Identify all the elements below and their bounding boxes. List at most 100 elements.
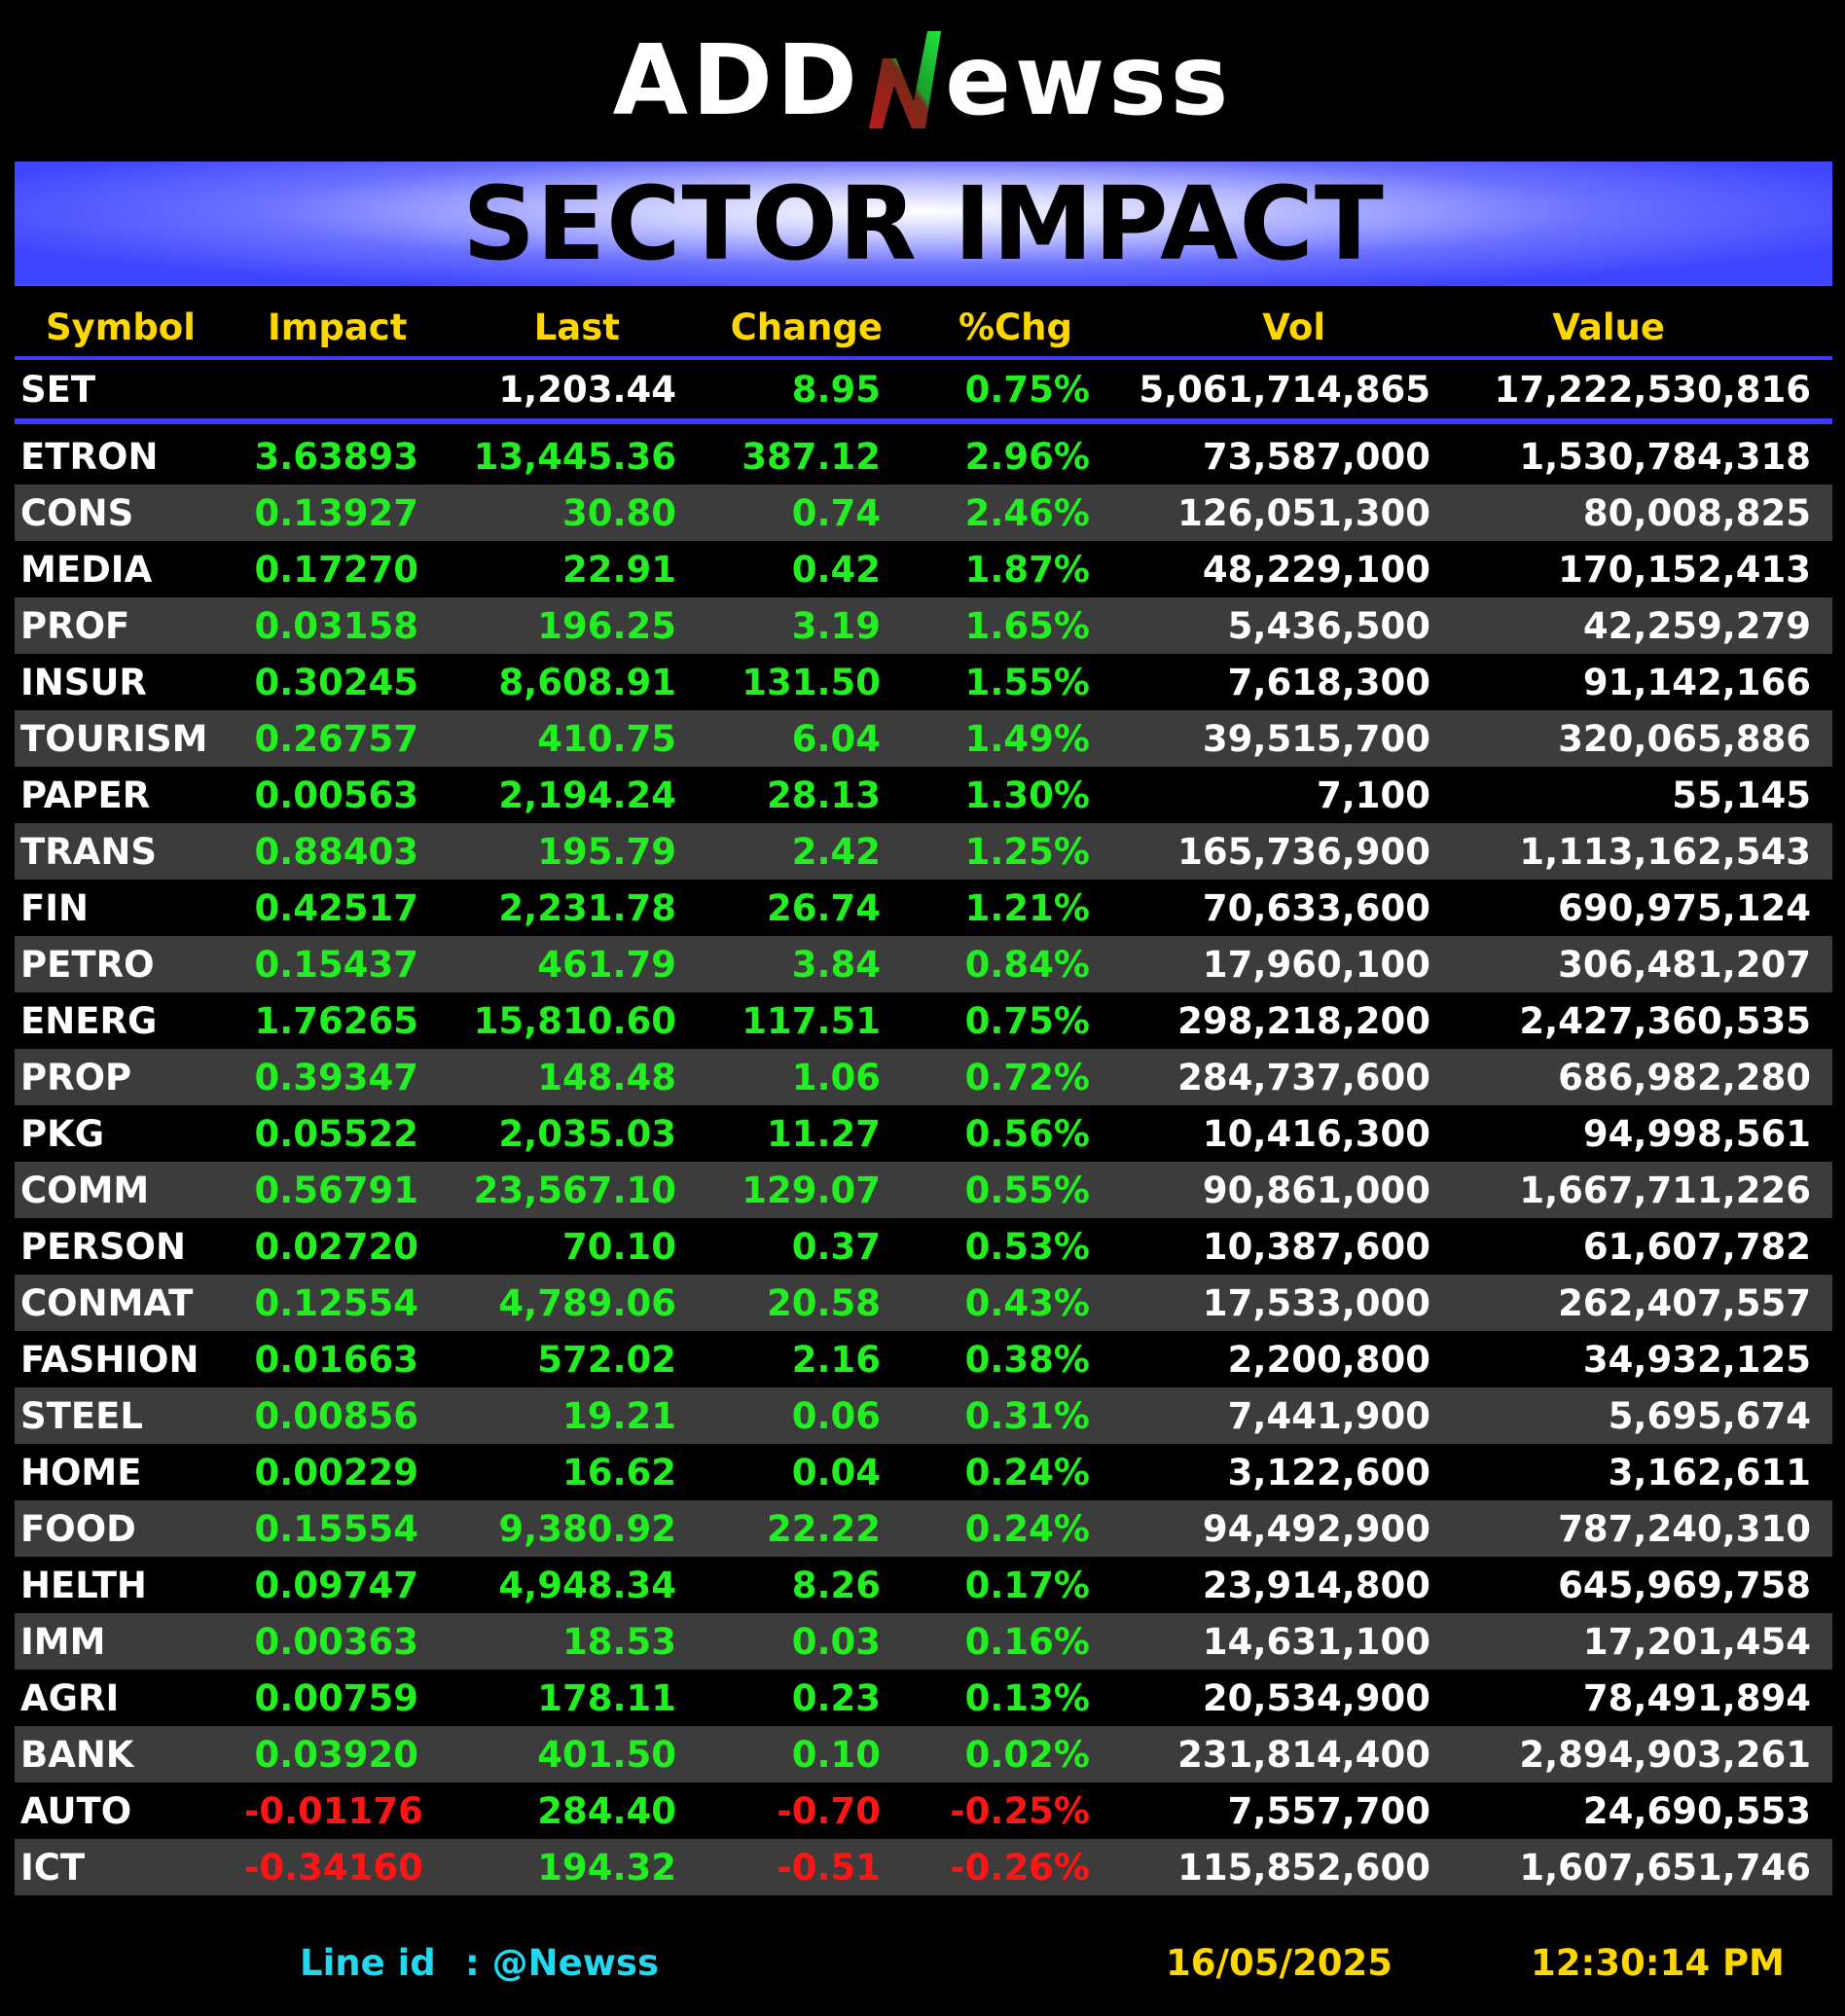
table-row: HELTH 0.09747 4,948.34 8.26 0.17% 23,914,800 6… (15, 1557, 1832, 1613)
cell-change: 20.58 (698, 1275, 902, 1331)
logo-n-icon (869, 31, 942, 128)
cell-value: 320,065,886 (1452, 710, 1832, 767)
cell-value: 645,969,758 (1558, 1564, 1811, 1606)
cell-last: 23,567.10 (440, 1162, 698, 1218)
cell-change: 131.50 (742, 661, 881, 703)
cell-value: 686,982,280 (1452, 1049, 1832, 1105)
cell-change: 3.19 (698, 597, 902, 654)
cell-vol: 7,557,700 (1227, 1789, 1430, 1832)
table-row: COMM 0.56791 23,567.10 129.07 0.55% 90,861,00… (15, 1162, 1832, 1218)
cell-value: 34,932,125 (1582, 1338, 1811, 1381)
cell-pct-change: 1.65% (902, 597, 1111, 654)
cell-symbol: TRANS (15, 823, 244, 880)
cell-pct-change: 0.84% (902, 936, 1111, 992)
set-pct-change: 0.75% (902, 358, 1111, 424)
table-row: PROF 0.03158 196.25 3.19 1.65% 5,436,500 42,25… (15, 597, 1832, 654)
cell-change: 2.42 (698, 823, 902, 880)
cell-last: 15,810.60 (473, 999, 676, 1042)
set-last: 1,203.44 (440, 358, 698, 424)
table-row: PETRO 0.15437 461.79 3.84 0.84% 17,960,100 306… (15, 936, 1832, 992)
cell-pct-change: 0.24% (964, 1451, 1090, 1494)
cell-impact: 0.15554 (244, 1500, 440, 1557)
cell-value: 1,113,162,543 (1452, 823, 1832, 880)
cell-symbol: PETRO (15, 936, 244, 992)
cell-impact: 0.00363 (244, 1613, 440, 1670)
table-row: PERSON 0.02720 70.10 0.37 0.53% 10,387,600 61,… (15, 1218, 1832, 1275)
cell-symbol: HOME (20, 1451, 142, 1494)
table-row: IMM 0.00363 18.53 0.03 0.16% 14,631,100 17,201… (15, 1613, 1832, 1670)
cell-value: 17,201,454 (1452, 1613, 1832, 1670)
cell-symbol: FOOD (15, 1500, 244, 1557)
cell-last: 401.50 (440, 1726, 698, 1782)
cell-symbol: AUTO (20, 1789, 132, 1832)
cell-symbol: PERSON (20, 1225, 186, 1268)
cell-value: 3,162,611 (1608, 1451, 1811, 1494)
cell-impact: 0.05522 (254, 1112, 418, 1155)
cell-change: 22.22 (698, 1500, 902, 1557)
cell-last: 16.62 (561, 1451, 676, 1494)
cell-impact: 1.76265 (254, 999, 418, 1042)
cell-pct-change: 0.43% (902, 1275, 1111, 1331)
cell-last: 9,380.92 (440, 1500, 698, 1557)
cell-symbol: STEEL (15, 1387, 244, 1444)
table-row: INSUR 0.30245 8,608.91 131.50 1.55% 7,618,300… (15, 654, 1832, 710)
cell-change: 2.16 (791, 1338, 881, 1381)
table-row: ETRON 3.63893 13,445.36 387.12 2.96% 73,587,0… (15, 428, 1832, 485)
table-row: FASHION 0.01663 572.02 2.16 0.38% 2,200,800 34… (15, 1331, 1832, 1387)
cell-symbol: PROP (15, 1049, 244, 1105)
cell-vol: 7,441,900 (1111, 1387, 1452, 1444)
cell-impact: 0.09747 (254, 1564, 418, 1606)
cell-pct-change: 1.25% (902, 823, 1111, 880)
cell-pct-change: 0.55% (902, 1162, 1111, 1218)
cell-change: 0.10 (698, 1726, 902, 1782)
cell-pct-change: 0.16% (902, 1613, 1111, 1670)
cell-pct-change: 1.87% (964, 548, 1090, 591)
cell-impact: 0.00856 (244, 1387, 440, 1444)
cell-pct-change: 0.24% (902, 1500, 1111, 1557)
table-row: STEEL 0.00856 19.21 0.06 0.31% 7,441,900 5,695… (15, 1387, 1832, 1444)
table-row: HOME 0.00229 16.62 0.04 0.24% 3,122,600 3,162,… (15, 1444, 1832, 1500)
cell-value: 2,427,360,535 (1519, 999, 1811, 1042)
cell-impact: 0.00563 (254, 774, 418, 816)
cell-last: 30.80 (440, 485, 698, 541)
cell-value: 262,407,557 (1452, 1275, 1832, 1331)
cell-symbol: PROF (15, 597, 244, 654)
cell-change: 1.06 (698, 1049, 902, 1105)
cell-symbol: TOURISM (15, 710, 244, 767)
cell-vol: 90,861,000 (1111, 1162, 1452, 1218)
cell-value: 80,008,825 (1452, 485, 1832, 541)
cell-pct-change: 2.46% (902, 485, 1111, 541)
set-change: 8.95 (698, 358, 902, 424)
set-index-row: SET 1,203.44 8.95 0.75% 5,061,714,865 17… (15, 358, 1832, 424)
table-row: FOOD 0.15554 9,380.92 22.22 0.24% 94,492,900 7… (15, 1500, 1832, 1557)
cell-value: 91,142,166 (1582, 661, 1811, 703)
cell-change: 0.23 (791, 1676, 881, 1719)
cell-symbol: ENERG (20, 999, 158, 1042)
cell-vol: 2,200,800 (1227, 1338, 1430, 1381)
set-impact (244, 358, 440, 424)
header-pct-change: %Chg (902, 298, 1111, 360)
cell-symbol: IMM (15, 1613, 244, 1670)
footer-line-id: : @Newss (465, 1942, 659, 1984)
cell-value: 787,240,310 (1452, 1500, 1832, 1557)
cell-value: 2,894,903,261 (1452, 1726, 1832, 1782)
cell-pct-change: 0.02% (902, 1726, 1111, 1782)
cell-pct-change: 0.17% (964, 1564, 1090, 1606)
table-header-row: Symbol Impact Last Change %Chg Vol Value (15, 298, 1832, 360)
header-vol: Vol (1111, 298, 1452, 360)
banner-title: SECTOR IMPACT (462, 164, 1385, 283)
cell-value: 306,481,207 (1452, 936, 1832, 992)
cell-vol: 7,100 (1316, 774, 1430, 816)
cell-last: 2,231.78 (498, 886, 676, 929)
cell-last: 8,608.91 (498, 661, 676, 703)
cell-value: 24,690,553 (1582, 1789, 1811, 1832)
table-row: FIN 0.42517 2,231.78 26.74 1.21% 70,633,600 69… (15, 880, 1832, 936)
cell-pct-change: 1.49% (902, 710, 1111, 767)
cell-value: 170,152,413 (1558, 548, 1811, 591)
cell-last: 18.53 (440, 1613, 698, 1670)
cell-value: 55,145 (1672, 774, 1811, 816)
header-last: Last (440, 298, 698, 360)
cell-symbol: CONMAT (15, 1275, 244, 1331)
cell-pct-change: 0.38% (964, 1338, 1090, 1381)
cell-change: 0.04 (791, 1451, 881, 1494)
